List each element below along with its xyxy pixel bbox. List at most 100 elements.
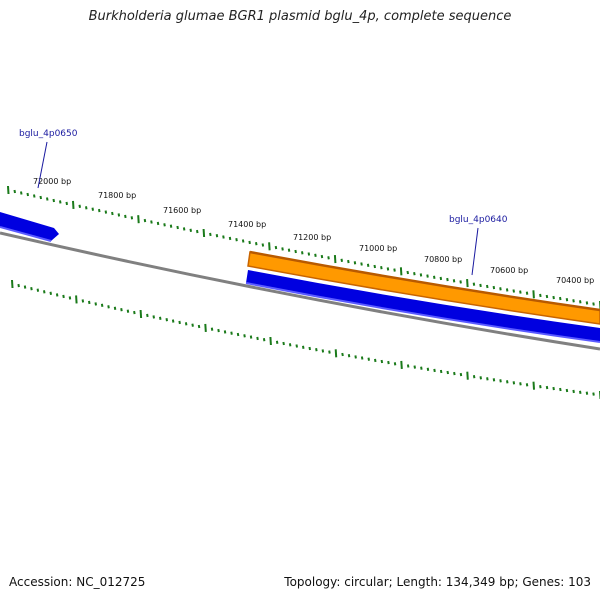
minor-tick	[215, 234, 219, 238]
minor-tick	[373, 264, 376, 269]
minor-tick	[294, 249, 297, 254]
minor-tick	[249, 335, 253, 339]
minor-tick	[146, 313, 149, 318]
minor-tick	[386, 267, 390, 271]
minor-tick	[169, 224, 173, 228]
minor-tick	[256, 336, 259, 341]
minor-tick	[519, 290, 522, 294]
minor-tick	[492, 378, 496, 382]
major-tick	[532, 381, 535, 390]
minor-tick	[506, 380, 509, 384]
minor-tick	[347, 259, 350, 264]
minor-tick	[565, 298, 569, 302]
minor-tick	[248, 240, 251, 245]
minor-tick	[230, 331, 233, 335]
minor-tick	[479, 376, 482, 380]
minor-tick	[189, 228, 192, 232]
topology-summary: Topology: circular; Length: 134,349 bp; …	[284, 575, 591, 589]
minor-tick	[152, 315, 155, 319]
minor-tick	[261, 243, 265, 247]
major-tick	[399, 267, 403, 276]
minor-tick	[262, 338, 266, 342]
minor-tick	[20, 191, 23, 195]
gene-label-bglu-4p0640[interactable]: bglu_4p0640	[449, 215, 508, 225]
minor-tick	[446, 277, 449, 282]
minor-tick	[525, 383, 529, 387]
gene-reverse-highlight	[245, 282, 600, 343]
minor-tick	[307, 252, 311, 256]
minor-tick	[165, 318, 168, 322]
minor-tick	[453, 371, 456, 376]
bp-label: 71200 bp	[293, 233, 331, 242]
major-tick	[7, 185, 10, 195]
minor-tick	[459, 372, 463, 377]
major-tick	[466, 279, 469, 288]
minor-tick	[275, 340, 279, 344]
minor-tick	[46, 197, 49, 201]
minor-tick	[182, 227, 186, 231]
minor-tick	[426, 367, 430, 371]
gene-bglu-4p0650-feature[interactable]	[0, 212, 59, 241]
gene-bglu-4p0640-reverse-feature[interactable]	[246, 270, 600, 342]
gene-label-bglu-4p0650[interactable]: bglu_4p0650	[19, 129, 78, 139]
minor-tick	[197, 324, 201, 329]
minor-tick	[85, 206, 88, 210]
minor-tick	[94, 302, 97, 306]
minor-tick	[302, 345, 305, 349]
minor-tick	[393, 362, 397, 366]
bp-label: 71000 bp	[359, 244, 397, 253]
minor-tick	[65, 201, 68, 206]
minor-tick	[43, 290, 46, 294]
major-tick	[268, 242, 271, 251]
minor-tick	[282, 341, 285, 346]
minor-tick	[52, 198, 55, 203]
minor-tick	[241, 239, 245, 243]
minor-tick	[49, 291, 52, 295]
gene-label-leader	[471, 227, 479, 276]
minor-tick	[512, 289, 515, 293]
minor-tick	[413, 272, 416, 276]
minor-tick	[320, 254, 324, 259]
minor-tick	[111, 211, 114, 216]
major-tick	[72, 200, 75, 209]
major-tick	[75, 295, 78, 304]
minor-tick	[59, 200, 62, 204]
bp-label: 71600 bp	[163, 206, 201, 215]
minor-tick	[592, 302, 595, 306]
bp-label-group: 72000 bp 71800 bp 71600 bp 71400 bp 7120…	[33, 177, 594, 285]
minor-tick	[274, 245, 278, 250]
minor-tick	[143, 218, 147, 223]
minor-tick	[559, 296, 562, 301]
minor-tick	[354, 355, 357, 359]
minor-tick	[107, 305, 110, 309]
major-tick	[204, 323, 207, 332]
minor-tick	[281, 247, 284, 251]
minor-tick	[301, 251, 304, 255]
major-tick	[334, 349, 338, 358]
minor-tick	[255, 242, 258, 246]
minor-tick	[159, 316, 162, 320]
bp-label: 70800 bp	[424, 255, 462, 264]
minor-tick	[243, 334, 246, 338]
minor-tick	[419, 273, 423, 277]
minor-tick	[539, 385, 542, 389]
minor-tick	[505, 288, 509, 292]
minor-tick	[288, 343, 292, 347]
minor-tick	[327, 256, 330, 260]
minor-tick	[222, 235, 225, 239]
minor-tick	[426, 274, 429, 278]
minor-tick	[499, 287, 502, 291]
minor-tick	[374, 358, 377, 363]
minor-tick	[525, 291, 529, 295]
minor-tick	[512, 381, 516, 385]
minor-tick	[130, 216, 134, 220]
minor-tick	[486, 377, 489, 381]
map-title: Burkholderia glumae BGR1 plasmid bglu_4p…	[88, 9, 512, 24]
minor-tick	[17, 283, 20, 288]
minor-tick	[552, 295, 555, 300]
minor-tick	[81, 299, 85, 303]
major-tick	[202, 228, 206, 238]
inner-tick-row	[11, 279, 600, 400]
minor-tick	[340, 258, 343, 262]
